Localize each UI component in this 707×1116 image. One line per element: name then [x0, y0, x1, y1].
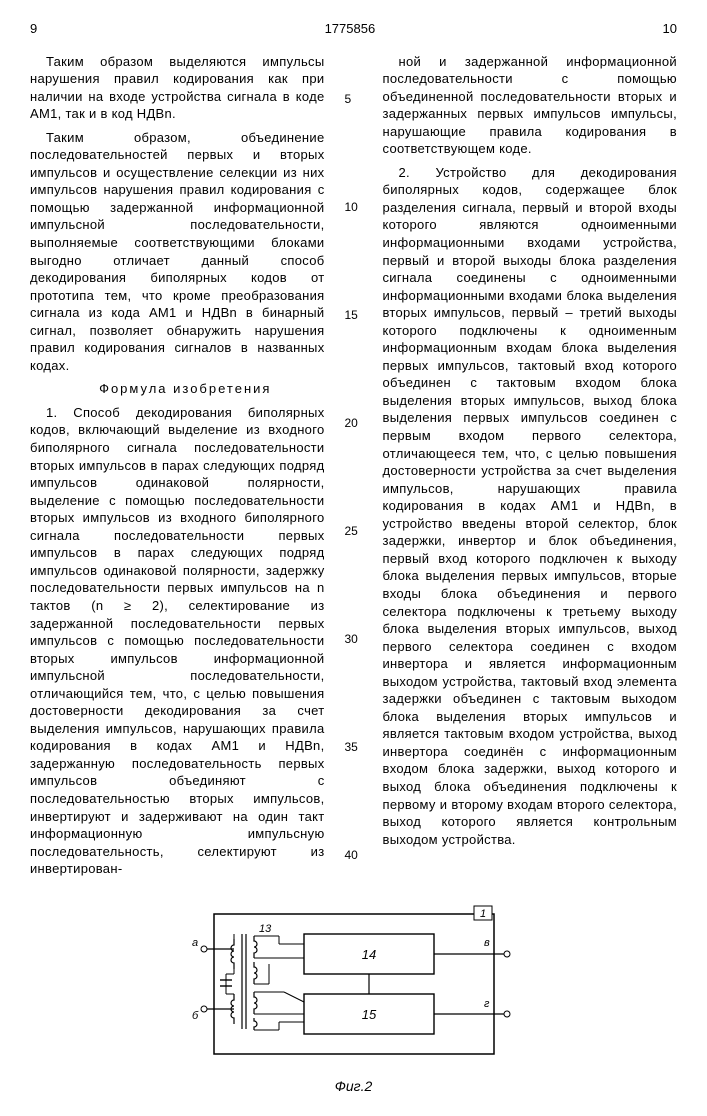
node-label-1: 1 [479, 908, 485, 920]
document-number: 1775856 [325, 20, 376, 38]
formula-title: Формула изобретения [30, 380, 325, 398]
line-marker: 35 [345, 739, 363, 755]
terminal-v: в [484, 937, 490, 949]
left-column: Таким образом выделяются импульсы наруше… [30, 53, 325, 884]
paragraph: 2. Устройство для декодирования биполярн… [383, 164, 678, 848]
paragraph: 1. Способ декодирования биполярных кодов… [30, 404, 325, 878]
paragraph: Таким образом выделяются импульсы наруше… [30, 53, 325, 123]
circuit-diagram: 1 а б 13 [184, 904, 524, 1069]
page-header: 9 1775856 10 [30, 20, 677, 38]
line-marker: 40 [345, 847, 363, 863]
line-number-gutter: 5 10 15 20 25 30 35 40 [345, 53, 363, 884]
node-label-15: 15 [361, 1007, 376, 1022]
terminal-a: а [192, 937, 198, 949]
node-label-14: 14 [361, 947, 375, 962]
page-number-right: 10 [663, 20, 677, 38]
node-label-13: 13 [259, 923, 272, 935]
terminal-b: б [192, 1010, 199, 1022]
page-number-left: 9 [30, 20, 37, 38]
right-column: ной и задержанной информационной последо… [383, 53, 678, 884]
line-marker: 15 [345, 307, 363, 323]
line-marker: 10 [345, 199, 363, 215]
text-columns: Таким образом выделяются импульсы наруше… [30, 53, 677, 884]
line-marker: 30 [345, 631, 363, 647]
paragraph: Таким образом, объединение последователь… [30, 129, 325, 375]
line-marker: 20 [345, 415, 363, 431]
paragraph: ной и задержанной информационной последо… [383, 53, 678, 158]
line-marker: 5 [345, 91, 363, 107]
figure-label: Фиг.2 [30, 1077, 677, 1096]
line-marker: 25 [345, 523, 363, 539]
